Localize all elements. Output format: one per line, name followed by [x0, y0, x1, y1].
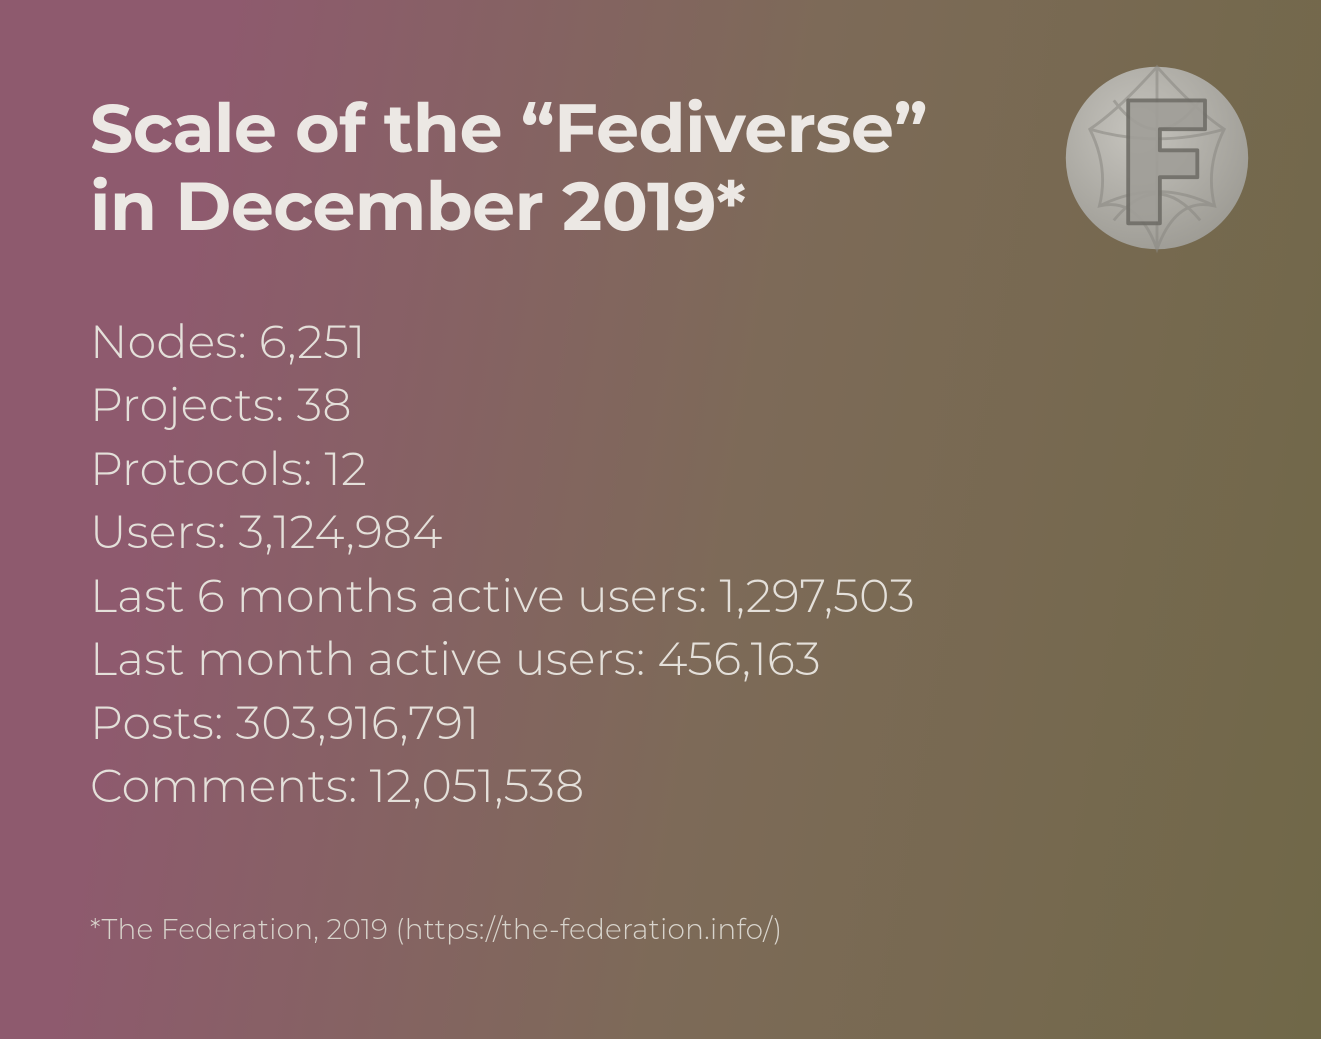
stat-row-users: Users3,124,984: [90, 500, 915, 563]
stat-row-comments: Comments12,051,538: [90, 754, 915, 817]
stat-label: Last month active users: [90, 630, 657, 687]
stat-row-posts: Posts303,916,791: [90, 691, 915, 754]
footnote: *The Federation, 2019 (https://the-feder…: [90, 913, 782, 947]
stat-value: 1,297,503: [719, 567, 915, 624]
stats-list: Nodes6,251 Projects38 Protocols12 Users3…: [90, 310, 915, 818]
slide-title: Scale of the “Fediverse” in December 201…: [90, 90, 927, 246]
stat-row-six-month-active: Last 6 months active users1,297,503: [90, 564, 915, 627]
stat-value: 38: [296, 376, 351, 433]
stat-value: 12,051,538: [370, 757, 585, 814]
stat-value: 456,163: [657, 630, 820, 687]
stat-label: Nodes: [90, 313, 259, 370]
stat-row-projects: Projects38: [90, 373, 915, 436]
stat-row-nodes: Nodes6,251: [90, 310, 915, 373]
title-line-1: Scale of the “Fediverse”: [90, 87, 927, 170]
stat-value: 3,124,984: [238, 503, 442, 560]
stat-label: Protocols: [90, 440, 325, 497]
title-line-2: in December 2019*: [90, 165, 745, 248]
stat-label: Posts: [90, 694, 236, 751]
stat-value: 303,916,791: [236, 694, 480, 751]
stat-label: Comments: [90, 757, 370, 814]
stat-row-protocols: Protocols12: [90, 437, 915, 500]
stat-value: 6,251: [259, 313, 366, 370]
fediverse-logo: [1061, 62, 1253, 254]
stat-label: Last 6 months active users: [90, 567, 719, 624]
stat-value: 12: [325, 440, 368, 497]
stat-row-month-active: Last month active users456,163: [90, 627, 915, 690]
stat-label: Users: [90, 503, 238, 560]
stat-label: Projects: [90, 376, 296, 433]
fediverse-logo-icon: [1061, 62, 1253, 254]
